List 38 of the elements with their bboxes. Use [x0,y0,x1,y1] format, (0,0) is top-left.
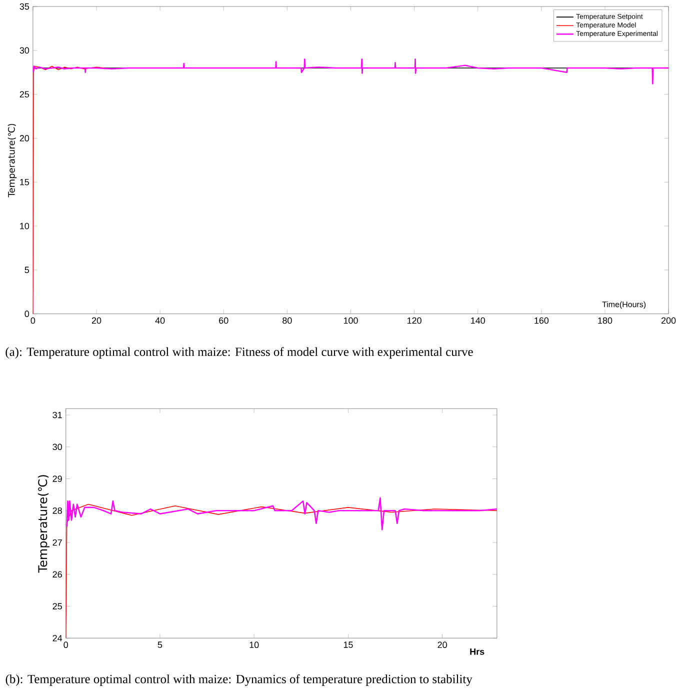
y-axis-title: Temperature(℃) [38,475,50,573]
x-tick-label: 0 [64,642,68,648]
x-tick-label: 120 [408,317,422,324]
y-axis-title: Temperature(℃) [8,124,17,198]
y-tick-label: 24 [53,634,62,642]
text: (b): Temperature optimal control with maize: Dynamics of temperature prediction to stability [6,674,473,686]
y-tick-label: 20 [20,135,30,142]
y-tick-label: 25 [20,91,30,98]
x-tick-label: 160 [534,317,549,324]
x-tick-label: 10 [250,642,259,648]
x-tick-label: 20 [92,317,102,324]
y-tick-label: 0 [25,310,30,318]
x-tick-label: 100 [344,317,358,324]
y-tick-label: 30 [52,444,62,450]
x-axis-title: Hrs [470,648,484,655]
x-tick-label: 0 [31,317,36,324]
x-tick-label: 15 [344,642,354,648]
text: (a): Temperature optimal control with maize: Fitness of model curve with experimental curve [6,347,474,359]
y-tick-label: 27 [53,539,62,546]
y-tick-label: 28 [53,507,62,514]
x-tick-label: 80 [282,317,292,324]
y-tick-label: 31 [52,412,62,418]
y-tick-label: 26 [53,571,62,578]
y-tick-label: 10 [20,222,30,230]
line-series [66,504,498,638]
y-tick-label: 5 [25,266,30,274]
x-tick-label: 140 [471,317,486,324]
y-tick-label: 30 [20,47,30,54]
x-tick-label: 40 [156,317,165,324]
x-tick-label: 20 [438,642,448,648]
x-tick-label: 60 [219,317,229,324]
y-tick-label: 15 [20,178,30,186]
x-tick-label: 180 [598,317,612,324]
y-tick-label: 25 [53,603,62,610]
y-tick-label: 35 [20,3,30,10]
x-tick-label: 5 [158,642,162,648]
y-tick-label: 29 [53,476,62,482]
x-tick-label: 200 [662,317,676,324]
